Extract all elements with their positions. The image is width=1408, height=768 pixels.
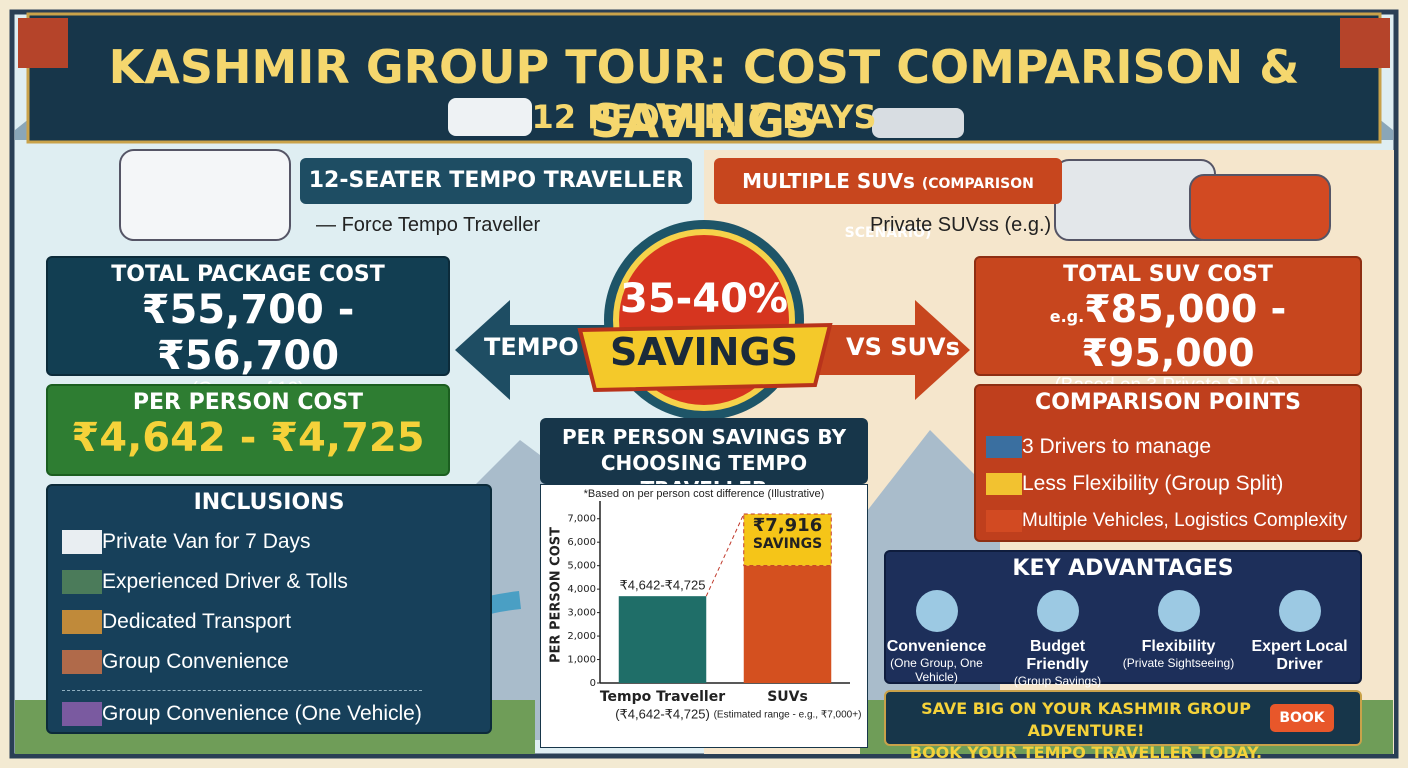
per-person-label: PER PERSON COST	[132, 390, 364, 415]
book-button[interactable]: BOOK	[1270, 704, 1334, 732]
badge-percent: 35-40%	[619, 276, 788, 322]
comparison-list: 3 Drivers to manage Less Flexibility (Gro…	[986, 428, 1347, 539]
advantage-note: (Group Savings)	[1013, 674, 1102, 688]
y-tick-label: 6,000	[567, 537, 596, 548]
subtitle: 12 PEOPLE, 7 DAYS	[531, 98, 877, 136]
advantage-icon	[1036, 590, 1079, 632]
per-person-value: ₹4,642 - ₹4,725	[71, 415, 425, 461]
title: KASHMIR GROUP TOUR: COST COMPARISON & SA…	[108, 40, 1300, 148]
advantage-item: Convenience (One Group, One Vehicle)	[876, 590, 997, 688]
inclusion-item: Group Convenience (One Vehicle)	[62, 690, 422, 730]
inclusion-text: Group Convenience (One Vehicle)	[102, 701, 422, 725]
total-suv-box: TOTAL SUV COST e.g.₹85,000 - ₹95,000 (Ba…	[974, 256, 1362, 396]
advantage-note: (One Group, One Vehicle)	[890, 656, 983, 684]
y-tick-label: 1,000	[567, 655, 596, 666]
tempo-heading: 12-SEATER TEMPO TRAVELLER	[300, 158, 692, 204]
savings-label: SAVINGS	[753, 536, 822, 552]
x-tick-note: (Estimated range - e.g., ₹7,000+)	[714, 710, 862, 721]
total-suv-value: ₹85,000 - ₹95,000	[1081, 287, 1287, 375]
per-person-box: PER PERSON COST ₹4,642 - ₹4,725	[46, 384, 450, 476]
total-suv-prefix: e.g.	[1049, 307, 1085, 326]
advantage-item: Expert Local Driver	[1239, 590, 1360, 688]
y-tick-label: 3,000	[567, 608, 596, 619]
comparison-text: 3 Drivers to manage	[1022, 434, 1212, 458]
inclusion-item: Dedicated Transport	[62, 602, 422, 642]
tempo-caption: — Force Tempo Traveller	[316, 214, 541, 236]
inclusion-icon	[62, 650, 102, 674]
cta-line: BOOK YOUR TEMPO TRAVELLER TODAY.	[909, 743, 1263, 762]
total-package-box: TOTAL PACKAGE COST ₹55,700 - ₹56,700 (Gr…	[46, 256, 450, 400]
comparison-item: Multiple Vehicles, Logistics Complexity	[986, 502, 1347, 539]
advantage-name: Flexibility	[1141, 638, 1216, 655]
advantage-note: (Private Sightseeing)	[1122, 656, 1235, 670]
bar	[743, 565, 832, 683]
advantage-item: Budget Friendly (Group Savings)	[997, 590, 1118, 688]
tempo-caption-text: Force Tempo Traveller	[341, 214, 541, 236]
inclusion-text: Experienced Driver & Tolls	[102, 570, 348, 593]
right-arrow-label: VS SUVs	[846, 333, 960, 361]
y-tick-label: 5,000	[567, 561, 596, 572]
advantage-icon	[1157, 590, 1200, 632]
comparison-box: COMPARISON POINTS	[974, 384, 1362, 542]
inclusions-box: INCLUSIONS	[46, 484, 492, 734]
advantages-list: Convenience (One Group, One Vehicle) Budge…	[876, 590, 1362, 688]
inclusion-icon	[62, 701, 102, 726]
y-tick-label: 0	[590, 678, 596, 689]
suv-heading-text: MULTIPLE SUVs	[742, 169, 915, 193]
left-arrow-label: TEMPO	[484, 333, 579, 361]
cta-box: SAVE BIG ON YOUR KASHMIR GROUP ADVENTURE…	[884, 690, 1362, 762]
suv-heading-note: (COMPARISON SCENARIO)	[844, 176, 1034, 241]
y-tick-label: 4,000	[567, 584, 596, 595]
inclusion-text: Private Van for 7 Days	[102, 530, 311, 553]
inclusions-title: INCLUSIONS	[193, 490, 345, 515]
total-package-value: ₹55,700 - ₹56,700	[141, 287, 355, 379]
savings-connector	[705, 513, 745, 597]
inclusion-item: Group Convenience	[62, 642, 422, 682]
chart: *Based on per person cost difference (Il…	[540, 484, 868, 748]
comparison-text: Less Flexibility (Group Split)	[1022, 471, 1284, 495]
comparison-icon	[986, 472, 1022, 495]
inclusion-item: Experienced Driver & Tolls	[62, 562, 422, 602]
bar	[618, 596, 707, 683]
savings-segment	[743, 513, 832, 567]
chart-subtitle: *Based on per person cost difference (Il…	[584, 488, 825, 500]
cta-text: SAVE BIG ON YOUR KASHMIR GROUP ADVENTURE…	[886, 698, 1286, 764]
advantage-name: Budget Friendly	[1026, 638, 1089, 673]
bar-annotation: ₹4,642-₹4,725	[620, 578, 706, 593]
x-tick-label: SUVs	[767, 689, 808, 705]
suv-caption: Private SUVss (e.g.)	[870, 214, 1052, 236]
advantages-title: KEY ADVANTAGES	[1012, 556, 1234, 581]
inclusion-item: Private Van for 7 Days	[62, 522, 422, 562]
comparison-text: Multiple Vehicles, Logistics Complexity	[1022, 509, 1348, 531]
savings-label: ₹7,916	[753, 515, 822, 536]
total-package-label: TOTAL PACKAGE COST	[111, 262, 385, 287]
inclusion-icon	[62, 610, 102, 634]
advantage-name: Convenience	[886, 638, 987, 655]
inclusion-icon	[62, 530, 102, 554]
advantage-name: Expert Local Driver	[1251, 638, 1348, 673]
inclusion-icon	[62, 570, 102, 594]
y-tick-label: 2,000	[567, 631, 596, 642]
advantage-icon	[915, 590, 958, 632]
chart-title: PER PERSON SAVINGS BY CHOOSING TEMPO TRA…	[540, 418, 868, 501]
inclusion-text: Group Convenience	[102, 650, 289, 673]
advantage-item: Flexibility (Private Sightseeing)	[1118, 590, 1239, 688]
cta-line: SAVE BIG ON YOUR KASHMIR GROUP ADVENTURE…	[921, 699, 1251, 740]
comparison-title: COMPARISON POINTS	[1035, 390, 1301, 415]
advantage-icon	[1278, 590, 1321, 632]
total-suv-label: TOTAL SUV COST	[1063, 262, 1273, 287]
comparison-item: 3 Drivers to manage	[986, 428, 1347, 465]
badge-label: SAVINGS	[609, 330, 799, 374]
y-tick-label: 7,000	[567, 514, 596, 525]
x-tick-note: (₹4,642-₹4,725)	[615, 706, 710, 721]
y-axis-label: PER PERSON COST	[549, 527, 564, 663]
x-tick-label: Tempo Traveller	[600, 689, 725, 705]
inclusions-list: Private Van for 7 Days Experienced Driver…	[62, 522, 422, 730]
inclusion-text: Dedicated Transport	[102, 610, 292, 633]
comparison-icon	[986, 435, 1022, 458]
comparison-item: Less Flexibility (Group Split)	[986, 465, 1347, 502]
suv-heading: MULTIPLE SUVs (COMPARISON SCENARIO)	[714, 158, 1062, 241]
comparison-icon	[986, 509, 1022, 532]
